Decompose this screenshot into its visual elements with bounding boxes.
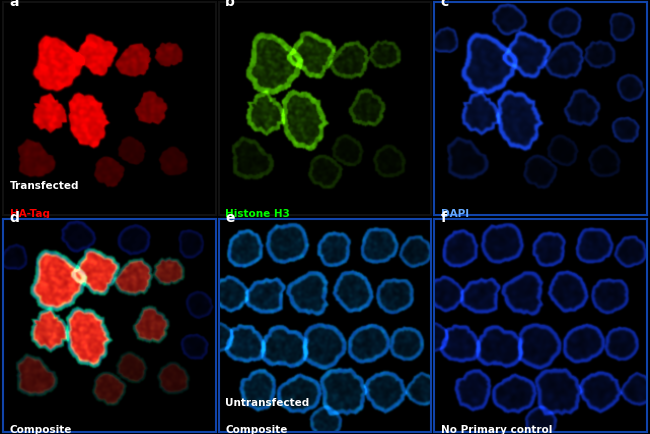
- Text: b: b: [225, 0, 235, 9]
- Text: DAPI: DAPI: [441, 209, 469, 219]
- Text: f: f: [441, 211, 447, 225]
- Text: No Primary control: No Primary control: [441, 425, 552, 434]
- Text: e: e: [225, 211, 235, 225]
- Text: Composite: Composite: [10, 425, 72, 434]
- Text: Histone H3: Histone H3: [225, 209, 290, 219]
- Text: d: d: [10, 211, 20, 225]
- Text: HA-Tag: HA-Tag: [10, 209, 49, 219]
- Text: a: a: [10, 0, 19, 9]
- Text: Untransfected: Untransfected: [225, 398, 309, 408]
- Text: Transfected: Transfected: [10, 181, 79, 191]
- Text: c: c: [441, 0, 449, 9]
- Text: Composite: Composite: [225, 425, 287, 434]
